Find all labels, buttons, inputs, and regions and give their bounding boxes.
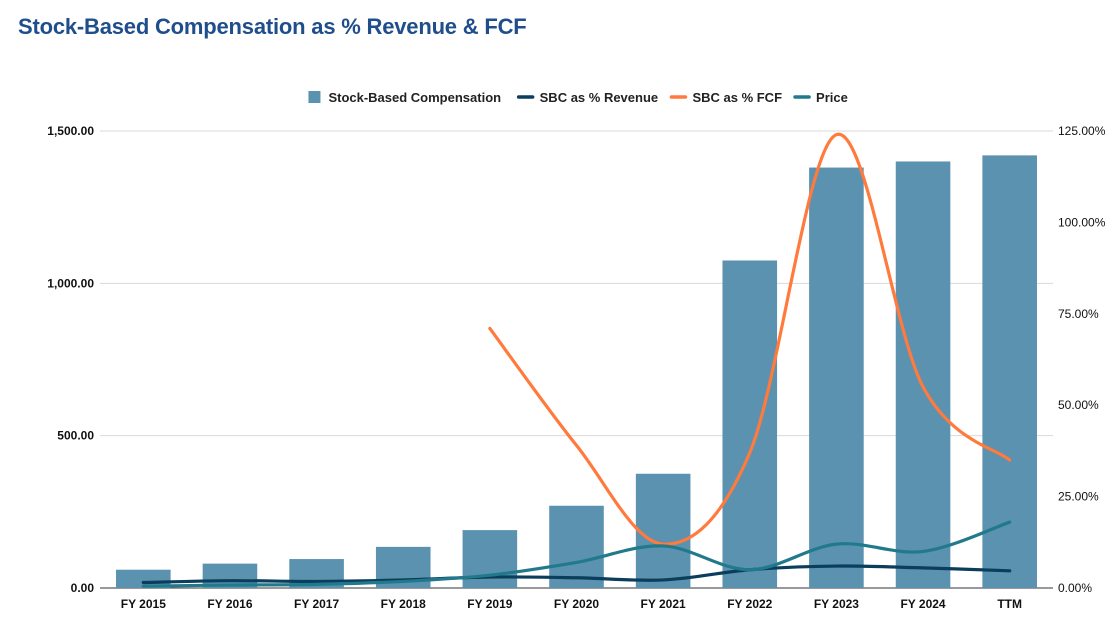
legend-label: SBC as % FCF — [692, 90, 782, 105]
y-right-tick-label: 125.00% — [1058, 124, 1106, 138]
y-left-tick-label: 500.00 — [57, 429, 94, 443]
y-axis-left: 0.00 500.00 1,000.00 1,500.00 — [47, 124, 94, 595]
y-left-tick-label: 0.00 — [71, 581, 95, 595]
bar[interactable] — [895, 161, 951, 588]
bar[interactable] — [635, 473, 691, 588]
y-left-tick-label: 1,500.00 — [47, 124, 94, 138]
bar[interactable] — [549, 505, 604, 588]
x-axis: FY 2015 FY 2016 FY 2017 FY 2018 FY 2019 FY 20… — [121, 597, 1022, 611]
line-sbc-as-fcf[interactable] — [488, 133, 1012, 546]
x-tick-label: FY 2019 — [467, 597, 512, 611]
y-right-tick-label: 0.00% — [1058, 581, 1092, 595]
y-right-tick-label: 25.00% — [1058, 490, 1099, 504]
x-tick-label: FY 2015 — [121, 597, 166, 611]
legend-label: Stock-Based Compensation — [328, 90, 501, 105]
grid-lines — [100, 130, 1053, 589]
legend-label: Price — [816, 90, 848, 105]
y-left-tick-label: 1,000.00 — [47, 276, 94, 290]
bar[interactable] — [722, 260, 778, 588]
x-tick-label: FY 2023 — [814, 597, 859, 611]
x-tick-label: FY 2021 — [641, 597, 686, 611]
x-tick-label: TTM — [997, 597, 1022, 611]
bar[interactable] — [462, 530, 518, 588]
line-sbc-as-revenue[interactable] — [141, 564, 1012, 585]
bar-series — [116, 155, 1037, 588]
legend: Stock-Based Compensation SBC as % Revenue… — [308, 90, 848, 105]
legend-swatch — [308, 91, 321, 103]
y-right-tick-label: 100.00% — [1058, 215, 1106, 229]
y-axis-right: 0.00% 25.00% 50.00% 75.00% 100.00% 125.00% — [1058, 124, 1106, 595]
x-tick-label: FY 2022 — [727, 597, 772, 611]
line-series — [141, 133, 1012, 588]
x-tick-label: FY 2020 — [554, 597, 599, 611]
x-tick-label: FY 2018 — [381, 597, 426, 611]
legend-label: SBC as % Revenue — [540, 90, 659, 105]
bar[interactable] — [809, 167, 864, 588]
x-tick-label: FY 2016 — [207, 597, 252, 611]
y-right-tick-label: 75.00% — [1058, 307, 1099, 321]
bar[interactable] — [982, 155, 1037, 588]
x-tick-label: FY 2024 — [900, 597, 945, 611]
page-title: Stock-Based Compensation as % Revenue & … — [18, 14, 527, 39]
x-tick-label: FY 2017 — [294, 597, 339, 611]
y-right-tick-label: 50.00% — [1058, 398, 1099, 412]
line-price[interactable] — [141, 520, 1012, 588]
